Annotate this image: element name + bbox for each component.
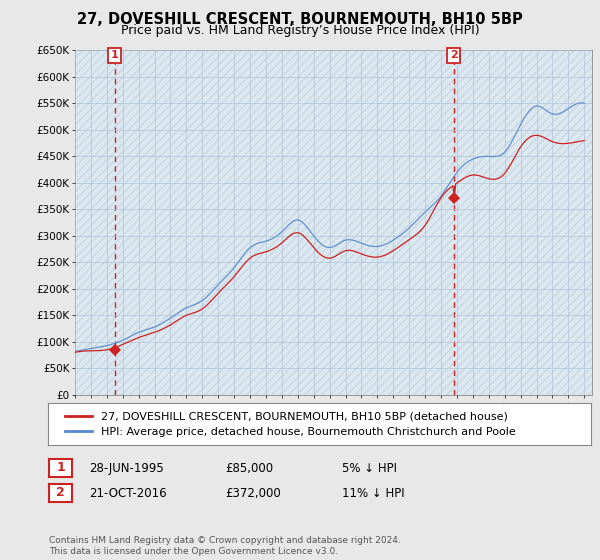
Text: 28-JUN-1995: 28-JUN-1995 <box>89 462 164 475</box>
Text: 2: 2 <box>450 50 458 60</box>
Text: 21-OCT-2016: 21-OCT-2016 <box>89 487 166 501</box>
Text: 5% ↓ HPI: 5% ↓ HPI <box>342 462 397 475</box>
Text: 2: 2 <box>56 486 65 500</box>
Text: £372,000: £372,000 <box>225 487 281 501</box>
Text: Contains HM Land Registry data © Crown copyright and database right 2024.
This d: Contains HM Land Registry data © Crown c… <box>49 536 401 556</box>
Text: 1: 1 <box>56 461 65 474</box>
Text: 27, DOVESHILL CRESCENT, BOURNEMOUTH, BH10 5BP: 27, DOVESHILL CRESCENT, BOURNEMOUTH, BH1… <box>77 12 523 27</box>
Text: £85,000: £85,000 <box>225 462 273 475</box>
Text: 1: 1 <box>111 50 119 60</box>
Legend: 27, DOVESHILL CRESCENT, BOURNEMOUTH, BH10 5BP (detached house), HPI: Average pri: 27, DOVESHILL CRESCENT, BOURNEMOUTH, BH1… <box>59 406 521 442</box>
Text: Price paid vs. HM Land Registry’s House Price Index (HPI): Price paid vs. HM Land Registry’s House … <box>121 24 479 36</box>
Text: 11% ↓ HPI: 11% ↓ HPI <box>342 487 404 501</box>
